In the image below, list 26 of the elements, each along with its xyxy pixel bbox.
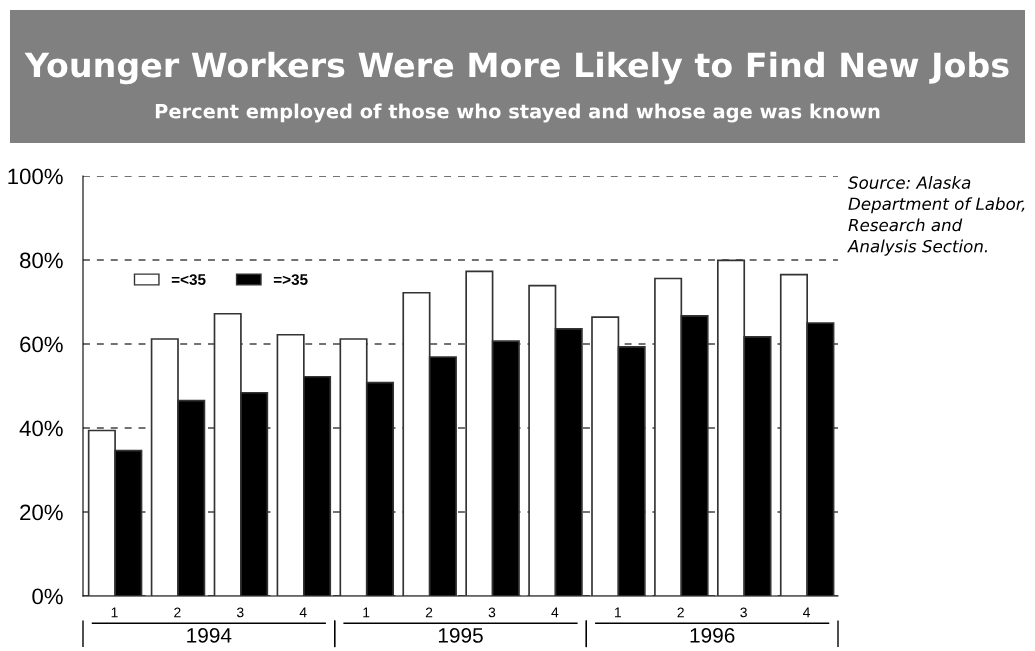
y-tick-label: 20% (20, 504, 63, 521)
x-tick-label: 2 (425, 607, 433, 618)
legend-label: =>35 (273, 274, 308, 285)
y-tick-label: 0% (32, 588, 63, 605)
legend-label: =<35 (171, 274, 206, 285)
x-tick-label: 3 (488, 607, 496, 618)
y-tick-label: 80% (20, 252, 63, 269)
y-tick-label: 40% (19, 420, 63, 437)
x-tick-label: 2 (174, 607, 181, 618)
x-tick-label: 2 (677, 607, 684, 618)
text: 1996 (690, 628, 735, 643)
x-tick-label: 4 (551, 607, 559, 618)
x-tick-label: 1 (614, 607, 621, 618)
x-tick-label: 1 (111, 607, 118, 618)
x-tick-label: 3 (236, 607, 244, 618)
y-tick-label: 60% (20, 336, 63, 353)
text: 1995 (438, 628, 483, 643)
chart-title: Younger Workers Were More Likely to Find New Jobs (24, 51, 1009, 85)
source-note: Source: Alaska Department of Labor, Research and Analysis Section. (847, 176, 1025, 256)
chart-subtitle: Percent employed of those who stayed and whose age was known (155, 103, 880, 123)
x-tick-label: 3 (740, 607, 747, 618)
x-tick-label: 4 (803, 607, 810, 618)
text: 1994 (187, 628, 232, 643)
x-tick-label: 1 (363, 607, 370, 618)
x-tick-label: 4 (299, 607, 307, 618)
y-tick-label: 100% (8, 168, 63, 185)
